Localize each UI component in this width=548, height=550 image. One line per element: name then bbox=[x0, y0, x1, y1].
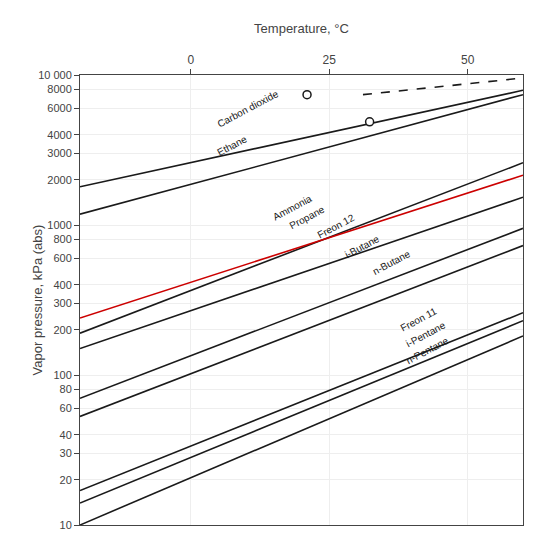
svg-text:4000: 4000 bbox=[47, 129, 71, 141]
svg-text:800: 800 bbox=[53, 233, 71, 245]
svg-text:Freon 11: Freon 11 bbox=[399, 305, 439, 333]
svg-text:Ammonia: Ammonia bbox=[271, 193, 314, 223]
svg-text:i-Butane: i-Butane bbox=[343, 233, 381, 260]
svg-text:0: 0 bbox=[187, 53, 194, 67]
svg-text:Temperature, °C: Temperature, °C bbox=[254, 21, 349, 36]
svg-text:3000: 3000 bbox=[47, 147, 71, 159]
svg-text:Ethane: Ethane bbox=[215, 133, 249, 158]
svg-text:2000: 2000 bbox=[47, 174, 71, 186]
svg-text:8000: 8000 bbox=[47, 83, 71, 95]
svg-text:100: 100 bbox=[53, 369, 71, 381]
svg-text:60: 60 bbox=[60, 402, 72, 414]
svg-text:1000: 1000 bbox=[47, 219, 71, 231]
svg-text:25: 25 bbox=[323, 53, 337, 67]
svg-text:Propane: Propane bbox=[288, 204, 327, 232]
svg-text:i-Pentane: i-Pentane bbox=[404, 319, 447, 349]
svg-text:10 000: 10 000 bbox=[38, 69, 72, 81]
svg-text:n-Butane: n-Butane bbox=[371, 248, 412, 277]
svg-text:30: 30 bbox=[60, 447, 72, 459]
svg-text:50: 50 bbox=[461, 53, 475, 67]
svg-text:n-Pentane: n-Pentane bbox=[404, 335, 450, 367]
svg-text:20: 20 bbox=[60, 474, 72, 486]
svg-text:300: 300 bbox=[53, 297, 71, 309]
svg-text:Vapor pressure, kPa (abs): Vapor pressure, kPa (abs) bbox=[30, 225, 45, 376]
svg-text:80: 80 bbox=[60, 383, 72, 395]
svg-text:6000: 6000 bbox=[47, 102, 71, 114]
svg-text:40: 40 bbox=[60, 429, 72, 441]
svg-text:Freon 12: Freon 12 bbox=[316, 212, 357, 241]
svg-text:Carbon dioxide: Carbon dioxide bbox=[215, 88, 280, 129]
svg-text:600: 600 bbox=[53, 252, 71, 264]
svg-text:400: 400 bbox=[53, 279, 71, 291]
svg-text:200: 200 bbox=[53, 324, 71, 336]
svg-text:10: 10 bbox=[60, 519, 72, 531]
